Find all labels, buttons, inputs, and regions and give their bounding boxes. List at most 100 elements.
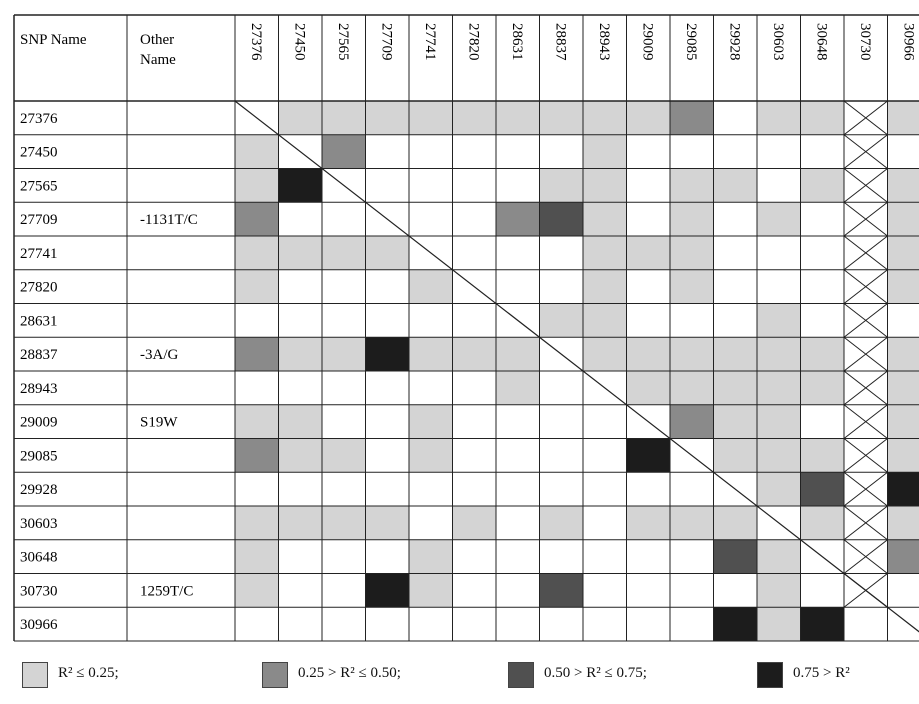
heatmap-cell-30603-27565 (322, 506, 366, 540)
heatmap-cell-27565-28943 (583, 168, 627, 203)
heatmap-cell-30966-30603 (757, 607, 801, 641)
heatmap-cell-27565-29928 (713, 168, 757, 203)
heatmap-cell-28837-27565 (322, 337, 366, 371)
heatmap-cell-29085-30648 (800, 438, 844, 473)
table-grid (13, 14, 919, 642)
excluded-cell-30648-30730 (843, 539, 888, 574)
col-label-28631: 28631 (509, 23, 525, 61)
row-label-28943: 28943 (20, 381, 58, 397)
heatmap-cell-27820-28943 (583, 269, 627, 304)
heatmap-cell-27565-29085 (670, 168, 714, 203)
heatmap-cell-28943-28631 (496, 371, 540, 405)
row-label-29928: 29928 (20, 482, 58, 498)
heatmap-cell-27741-27565 (322, 236, 366, 270)
heatmap-cell-30648-27376 (235, 539, 279, 574)
col-label-27376: 27376 (248, 23, 264, 61)
heatmap-cell-27376-28631 (496, 101, 540, 135)
heatmap-cell-29009-27450 (278, 404, 322, 439)
heatmap-cell-27741-29009 (626, 236, 670, 270)
heatmap-cell-28631-30603 (757, 303, 801, 338)
heatmap-cell-27820-27741 (409, 269, 453, 304)
header-other-name-line1: Other (140, 32, 174, 48)
heatmap-cell-27376-30648 (800, 101, 844, 135)
excluded-cell-29009-30730 (843, 404, 888, 439)
row-label-27709: 27709 (20, 212, 58, 228)
col-label-29085: 29085 (683, 23, 699, 61)
heatmap-cell-27376-29009 (626, 101, 670, 135)
heatmap-cell-27709-27376 (235, 202, 279, 236)
heatmap-cell-28837-27741 (409, 337, 453, 371)
excluded-cell-27741-30730 (843, 235, 888, 271)
heatmap-cell-30603-29085 (670, 506, 714, 540)
heatmap-cell-27450-27565 (322, 134, 366, 169)
col-label-27709: 27709 (378, 23, 394, 61)
heatmap-cell-28837-29009 (626, 337, 670, 371)
heatmap-cell-29928-30966 (887, 472, 919, 506)
excluded-cell-28943-30730 (843, 370, 888, 406)
heatmap-cell-30603-27709 (365, 506, 409, 540)
heatmap-cell-28943-30603 (757, 371, 801, 405)
other-name-28837: -3A/G (140, 347, 178, 363)
heatmap-cell-30603-29009 (626, 506, 670, 540)
heatmap-cell-29009-27741 (409, 404, 453, 439)
excluded-cell-27709-30730 (843, 201, 888, 237)
ld-heatmap-table: SNP Name Other Name 27376 27450 27565 27709… (13, 14, 919, 642)
heatmap-cell-27450-27376 (235, 134, 279, 169)
col-label-27450: 27450 (291, 23, 307, 61)
row-label-30603: 30603 (20, 516, 58, 532)
heatmap-cell-28837-29928 (713, 337, 757, 371)
heatmap-cell-27565-27450 (278, 168, 322, 203)
excluded-cell-28631-30730 (843, 303, 888, 338)
row-label-30730: 30730 (20, 583, 58, 599)
heatmap-cell-30603-29928 (713, 506, 757, 540)
col-label-29009: 29009 (639, 23, 655, 61)
excluded-cell-29085-30730 (843, 438, 888, 473)
excluded-cell-27450-30730 (843, 134, 888, 169)
header-snp-name: SNP Name (20, 32, 87, 48)
header-other-name-line2: Name (140, 52, 176, 68)
diagonal-overlay (234, 100, 919, 633)
heatmap-cell-27376-30966 (887, 101, 919, 135)
heatmap-cell-27709-28943 (583, 202, 627, 236)
heatmap-cell-28837-27820 (452, 337, 496, 371)
heatmap-cell-28631-28943 (583, 303, 627, 338)
heatmap-cell-30648-30966 (887, 539, 919, 574)
heatmap-cell-30603-27376 (235, 506, 279, 540)
heatmap-cell-28943-30648 (800, 371, 844, 405)
heatmap-cell-27709-28837 (539, 202, 583, 236)
legend-label-1: R² ≤ 0.25; (58, 665, 119, 681)
heatmap-cell-27820-29085 (670, 269, 714, 304)
heatmap-cell-29085-27565 (322, 438, 366, 473)
col-label-28837: 28837 (552, 23, 568, 61)
heatmap-cell-27709-29085 (670, 202, 714, 236)
legend-label-2: 0.25 > R² ≤ 0.50; (298, 665, 401, 681)
heatmap-cell-30603-27450 (278, 506, 322, 540)
heatmap-cell-30966-30648 (800, 607, 844, 641)
excluded-cell-27376-30730 (843, 100, 888, 136)
col-label-28943: 28943 (596, 23, 612, 61)
heatmap-cell-30730-27741 (409, 573, 453, 608)
row-label-27565: 27565 (20, 178, 58, 194)
row-label-27450: 27450 (20, 145, 58, 161)
legend: R² ≤ 0.25; 0.25 > R² ≤ 0.50; 0.50 > R² ≤ 0… (0, 648, 919, 704)
heatmap-cell-28837-30966 (887, 337, 919, 371)
heatmap-cell-30730-27376 (235, 573, 279, 608)
heatmap-cell-27450-28943 (583, 134, 627, 169)
excluded-cell-30603-30730 (843, 505, 888, 541)
heatmap-cell-27741-27450 (278, 236, 322, 270)
row-label-29085: 29085 (20, 448, 58, 464)
col-label-30966: 30966 (900, 23, 916, 61)
heatmap-cell-30648-27741 (409, 539, 453, 574)
heatmap-cell-28837-27376 (235, 337, 279, 371)
heatmap-cell-28943-29009 (626, 371, 670, 405)
excluded-cell-29928-30730 (843, 471, 888, 507)
heatmap-cell-29009-30966 (887, 404, 919, 439)
heatmap-cell-29085-30603 (757, 438, 801, 473)
diagonal-line (234, 100, 919, 633)
row-label-28631: 28631 (20, 313, 58, 329)
heatmap-cell-28837-30648 (800, 337, 844, 371)
heatmap-cell-28837-28943 (583, 337, 627, 371)
heatmap-cell-27376-27450 (278, 101, 322, 135)
heatmap-cell-29928-30603 (757, 472, 801, 506)
row-label-27741: 27741 (20, 246, 58, 262)
